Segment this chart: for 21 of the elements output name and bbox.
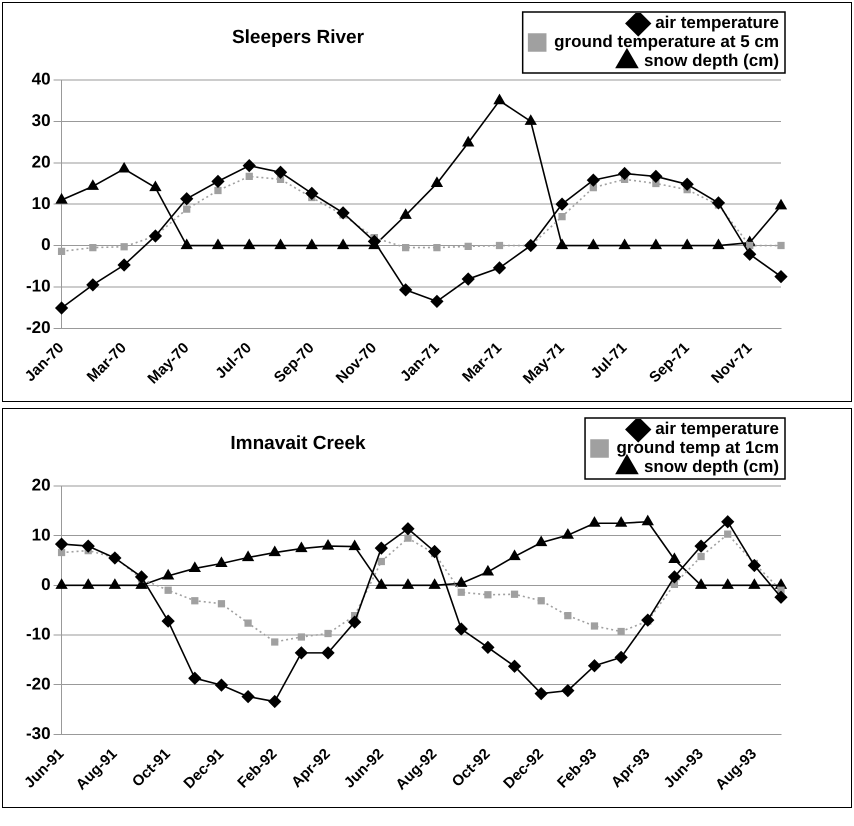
y-tick-label: 40 xyxy=(32,70,51,89)
y-tick-label: -30 xyxy=(26,724,51,744)
y-tick-label: -10 xyxy=(26,276,51,296)
y-tick-label: 30 xyxy=(32,111,51,130)
y-tick-label: -20 xyxy=(26,318,51,337)
y-tick-label: 0 xyxy=(41,575,51,594)
y-tick-label: 20 xyxy=(32,476,51,495)
chart-title: Sleepers River xyxy=(230,27,366,49)
y-tick-label: -10 xyxy=(26,624,51,644)
y-tick-label: 0 xyxy=(41,235,51,254)
legend-label: ground temperature at 5 cm xyxy=(554,32,779,52)
legend-label: ground temp at 1cm xyxy=(616,438,780,458)
legend-label: air temperature xyxy=(655,419,780,438)
y-tick-label: 10 xyxy=(32,525,51,544)
legend-label: snow depth (cm) xyxy=(644,51,780,70)
y-tick-label: 10 xyxy=(32,194,51,213)
y-tick-label: 20 xyxy=(32,152,51,172)
legend-label: snow depth (cm) xyxy=(644,457,780,476)
legend-label: air temperature xyxy=(655,13,780,32)
y-tick-label: -20 xyxy=(26,674,51,694)
chart-title: Imnavait Creek xyxy=(229,433,367,455)
